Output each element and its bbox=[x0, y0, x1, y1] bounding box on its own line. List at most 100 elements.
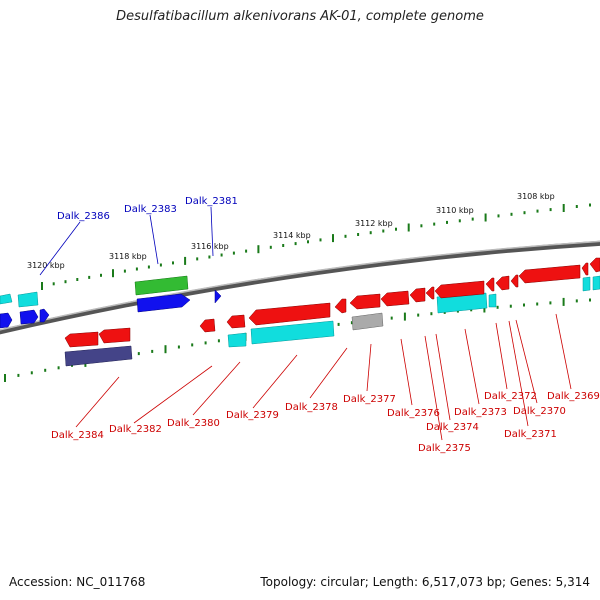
gene-arrow[interactable] bbox=[510, 274, 519, 288]
scale-tick bbox=[220, 253, 223, 257]
scale-tick bbox=[382, 229, 385, 233]
gene-arrow[interactable] bbox=[434, 280, 485, 299]
gene-arrow[interactable] bbox=[0, 293, 13, 305]
scale-label: 3120 kbp bbox=[27, 261, 65, 270]
map-title: Desulfatibacillum alkenivorans AK-01, co… bbox=[116, 9, 484, 24]
gene-arrow[interactable] bbox=[581, 262, 589, 276]
scale-tick bbox=[17, 373, 20, 377]
gene-arrow[interactable] bbox=[39, 308, 50, 323]
gene-label[interactable]: Dalk_2374 bbox=[426, 422, 479, 433]
scale-tick bbox=[536, 209, 539, 213]
scale-tick bbox=[589, 298, 591, 302]
gene-label[interactable]: Dalk_2386 bbox=[57, 211, 110, 222]
gene-arrow[interactable] bbox=[17, 291, 39, 308]
gene-label[interactable]: Dalk_2381 bbox=[185, 196, 238, 207]
gene-arrow[interactable] bbox=[227, 332, 247, 348]
scale-tick bbox=[417, 313, 420, 317]
gene-label[interactable]: Dalk_2382 bbox=[109, 424, 162, 435]
scale-tick bbox=[76, 278, 79, 281]
scale-tick bbox=[112, 269, 114, 278]
accession-text: Accession: NC_011768 bbox=[9, 575, 146, 589]
gene-arrow[interactable] bbox=[0, 312, 13, 329]
scale-tick bbox=[319, 238, 322, 242]
gene-arrow[interactable] bbox=[409, 287, 426, 303]
gene-arrow[interactable] bbox=[248, 302, 331, 326]
scale-tick bbox=[57, 366, 60, 370]
gene-arrow[interactable] bbox=[488, 293, 497, 308]
scale-tick bbox=[575, 205, 578, 208]
scale-tick bbox=[232, 251, 235, 255]
gene-label[interactable]: Dalk_2369 bbox=[547, 391, 600, 402]
scale-tick bbox=[217, 339, 220, 343]
gene-arrow[interactable] bbox=[592, 275, 600, 291]
gene-arrow[interactable] bbox=[64, 345, 133, 367]
scale-tick bbox=[430, 312, 433, 316]
scale-tick bbox=[135, 267, 138, 271]
gene-arrow[interactable] bbox=[64, 331, 99, 348]
gene-arrow[interactable] bbox=[518, 264, 581, 284]
scale-tick bbox=[395, 227, 397, 231]
gene-arrow[interactable] bbox=[134, 275, 189, 296]
gene-label[interactable]: Dalk_2372 bbox=[484, 391, 537, 402]
scale-label: 3118 kbp bbox=[109, 252, 147, 261]
scale-tick bbox=[575, 299, 578, 303]
gene-label[interactable]: Dalk_2375 bbox=[418, 443, 471, 454]
scale-tick bbox=[269, 245, 272, 249]
scale-tick bbox=[446, 220, 448, 224]
gene-arrow[interactable] bbox=[351, 312, 384, 331]
scale-tick bbox=[208, 255, 211, 259]
scale-tick bbox=[137, 352, 140, 356]
gene-arrow[interactable] bbox=[334, 298, 347, 314]
scale-tick bbox=[52, 282, 55, 286]
scale-label: 3114 kbp bbox=[273, 231, 311, 240]
gene-label[interactable]: Dalk_2373 bbox=[454, 407, 507, 418]
scale-tick bbox=[164, 345, 167, 354]
gene-arrow[interactable] bbox=[226, 314, 246, 329]
scale-ticks-upper bbox=[41, 203, 591, 290]
gene-arrow[interactable] bbox=[589, 257, 600, 273]
callout-lines-upper bbox=[39, 206, 214, 276]
scale-tick bbox=[337, 322, 340, 326]
gene-label[interactable]: Dalk_2378 bbox=[285, 402, 338, 413]
scale-tick bbox=[350, 321, 353, 325]
scale-tick bbox=[510, 212, 513, 216]
gene-arrow[interactable] bbox=[98, 327, 131, 344]
gene-arrow[interactable] bbox=[136, 293, 191, 313]
gene-label[interactable]: Dalk_2379 bbox=[226, 410, 279, 421]
scale-tick bbox=[420, 224, 423, 228]
scale-tick bbox=[523, 303, 525, 307]
gene-arrow[interactable] bbox=[250, 320, 335, 345]
gene-arrow[interactable] bbox=[349, 293, 381, 310]
gene-label[interactable]: Dalk_2370 bbox=[513, 406, 566, 417]
scale-tick bbox=[562, 204, 565, 212]
gene-labels-upper: Dalk_2386 Dalk_2383 Dalk_2381 bbox=[57, 196, 238, 222]
gene-label[interactable]: Dalk_2377 bbox=[343, 394, 396, 405]
gene-arrow[interactable] bbox=[425, 286, 435, 300]
genes-lower bbox=[64, 257, 600, 367]
scale-tick bbox=[245, 249, 248, 253]
scale-tick bbox=[390, 316, 393, 320]
gene-arrow[interactable] bbox=[380, 290, 410, 307]
scale-tick bbox=[589, 203, 591, 207]
scale-tick bbox=[523, 211, 526, 215]
scale-tick bbox=[30, 371, 33, 375]
gene-arrow[interactable] bbox=[582, 276, 591, 292]
gene-arrow[interactable] bbox=[485, 277, 495, 292]
scale-tick bbox=[147, 265, 150, 269]
scale-tick bbox=[294, 242, 297, 246]
gene-arrow[interactable] bbox=[199, 318, 216, 333]
scale-tick bbox=[100, 273, 102, 277]
gene-arrow[interactable] bbox=[495, 275, 510, 291]
scale-tick bbox=[4, 374, 6, 382]
gene-arrow[interactable] bbox=[19, 309, 39, 325]
gene-arrow[interactable] bbox=[214, 289, 222, 304]
gene-label[interactable]: Dalk_2380 bbox=[167, 418, 220, 429]
scale-tick bbox=[159, 263, 162, 267]
gene-label[interactable]: Dalk_2376 bbox=[387, 408, 440, 419]
scale-tick bbox=[191, 343, 194, 347]
scale-label: 3116 kbp bbox=[191, 242, 229, 251]
gene-label[interactable]: Dalk_2371 bbox=[504, 429, 557, 440]
gene-label[interactable]: Dalk_2384 bbox=[51, 430, 104, 441]
gene-label[interactable]: Dalk_2383 bbox=[124, 204, 177, 215]
callout-lines-lower bbox=[75, 313, 572, 441]
